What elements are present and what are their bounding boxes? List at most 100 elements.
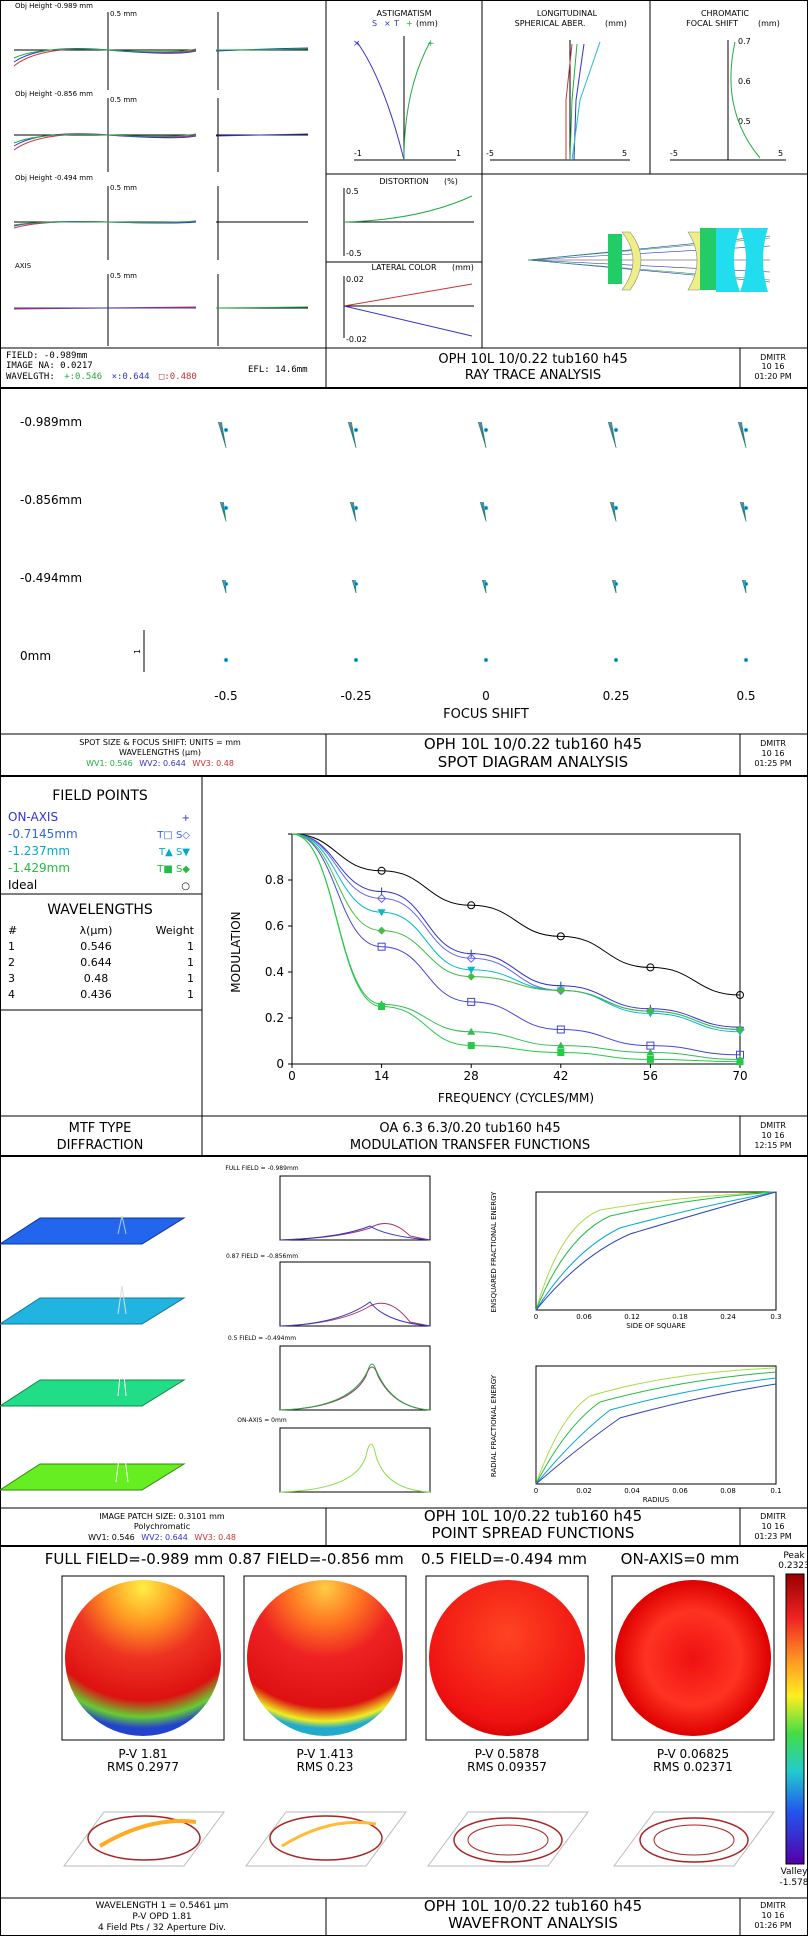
shift-1: -0.5 <box>214 689 237 703</box>
wl-row-4-weight: 1 <box>187 988 194 1001</box>
wl-col-lambda: λ(µm) <box>80 924 113 937</box>
mtf-series-line <box>292 834 744 1058</box>
wf-label-4: ON-AXIS=0 mm <box>621 1550 740 1568</box>
svg-text:+: + <box>427 39 435 49</box>
psf-title1: OPH 10L 10/0.22 tub160 h45 <box>424 1507 642 1525</box>
lsa-tick-min: -5 <box>486 149 494 158</box>
mtf-series-line <box>292 834 744 1031</box>
wf-title1: OPH 10L 10/0.22 tub160 h45 <box>424 1897 642 1915</box>
mtf-curve <box>292 834 740 1059</box>
chroma-title2: FOCAL SHIFT <box>686 19 738 28</box>
mtf-curve <box>292 834 740 1032</box>
mtf-figure: FIELD POINTS ON-AXIS + -0.7145mm T□ S◇ -… <box>0 776 808 1156</box>
psf-3d-plot-3 <box>0 1354 184 1406</box>
spot-diagram-section: -0.989mm -0.856mm -0.494mm 0mm 1 -0.5 -0… <box>0 388 808 776</box>
chroma-unit: (mm) <box>758 19 780 28</box>
lsa-title1: LONGITUDINAL <box>537 9 598 18</box>
stamp-date: 10 16 <box>762 1522 785 1531</box>
chroma-tick-min: -5 <box>670 149 678 158</box>
astigmatism-plot: ASTIGMATISM S × T + (mm) -1 1 × + <box>353 9 461 160</box>
chroma-ytick-1: 0.7 <box>738 37 751 46</box>
enc-xtick-4: 0.18 <box>672 1313 688 1321</box>
spot <box>738 422 748 448</box>
spot-wv1: WV1: 0.546 <box>86 759 133 768</box>
ensquared-energy-plot: ENSQUARED FRACTIONAL ENERGY 0 0.06 0.12 … <box>490 1191 782 1330</box>
stamp-time: 01:26 PM <box>754 1921 791 1930</box>
distortion-title: DISTORTION <box>379 177 428 186</box>
ray-trace-title1: OPH 10L 10/0.22 tub160 h45 <box>438 352 627 367</box>
psf-title2: POINT SPREAD FUNCTIONS <box>432 1524 635 1542</box>
spot <box>350 502 358 521</box>
lateral-color-plot: LATERAL COLOR (mm) 0.02 -0.02 <box>344 263 474 344</box>
wf-info3: 4 Field Pts / 32 Aperture Div. <box>98 1923 226 1933</box>
psf-cross-section-4 <box>280 1428 430 1492</box>
spot <box>744 658 748 662</box>
mtf-curve <box>292 834 740 1030</box>
wf-map-1 <box>62 1576 224 1740</box>
wf-pv-1: P-V 1.81 <box>118 1747 167 1761</box>
mtf-plot-frame <box>292 834 740 1064</box>
x-tick-label: 14 <box>374 1069 389 1083</box>
psf-cross-section-2 <box>280 1262 430 1326</box>
spot <box>222 580 228 593</box>
field-sym-4: T■ S◆ <box>156 864 190 875</box>
field-info: FIELD: -0.989mm <box>6 351 87 361</box>
distortion-unit: (%) <box>444 177 458 186</box>
x-tick-label: 70 <box>732 1069 747 1083</box>
psf-3d-plot-1 <box>0 1216 184 1244</box>
lateral-unit: (mm) <box>452 263 474 272</box>
distortion-plot: DISTORTION (%) 0.5 -0.5 <box>344 177 474 258</box>
ray-trace-title2: RAY TRACE ANALYSIS <box>465 368 601 383</box>
distortion-top: 0.5 <box>346 187 359 196</box>
rad-xtick-5: 0.08 <box>720 1487 736 1495</box>
psf-field-4: ON-AXIS = 0mm <box>237 1417 287 1424</box>
spot-scale: 1 <box>133 649 142 654</box>
svg-text:WV1: 0.546 WV2: 0.644: WV1: 0.546 WV2: 0.644 WV3: 0.48 <box>88 1533 236 1542</box>
radial-energy-plot: RADIAL FRACTIONAL ENERGY 0 0.02 0.04 0.0… <box>490 1366 782 1504</box>
enc-xtick-6: 0.3 <box>770 1313 781 1321</box>
chromatic-plot: CHROMATIC FOCAL SHIFT (mm) 0.7 0.6 0.5 -… <box>670 9 786 160</box>
mtf-title1: OA 6.3 6.3/0.20 tub160 h45 <box>379 1121 560 1136</box>
mtf-curve <box>292 834 740 1027</box>
stamp-date: 10 16 <box>762 1131 785 1140</box>
x-tick-label: 56 <box>643 1069 658 1083</box>
rad-xtick-2: 0.02 <box>576 1487 592 1495</box>
longitudinal-plot: LONGITUDINAL SPHERICAL ABER. (mm) -5 5 <box>486 9 630 160</box>
fan-scale: 0.5 mm <box>110 96 137 104</box>
psf-3d-plot-2 <box>0 1286 184 1324</box>
svg-text:×: × <box>384 19 391 28</box>
wave-1: +:0.546 <box>64 372 102 382</box>
field-item-4: -1.429mm <box>8 861 70 875</box>
wf-label-3: 0.5 FIELD=-0.494 mm <box>421 1550 587 1568</box>
stamp-time: 01:25 PM <box>754 759 791 768</box>
astig-legend-s: S <box>372 19 377 28</box>
shift-3: 0 <box>482 689 490 703</box>
enc-xtick-1: 0 <box>534 1313 538 1321</box>
psf-info2: Polychromatic <box>134 1522 190 1531</box>
wf-3d-plot-1 <box>64 1812 224 1866</box>
spot <box>348 422 358 448</box>
y-tick-label: 0.6 <box>265 919 284 933</box>
wf-title2: WAVEFRONT ANALYSIS <box>448 1914 618 1932</box>
astig-tick-max: 1 <box>456 149 461 158</box>
ray-fan-4: AXIS 0.5 mm <box>14 262 308 346</box>
mtf-xlabel: FREQUENCY (CYCLES/MM) <box>438 1091 594 1105</box>
wf-rms-4: RMS 0.02371 <box>653 1760 733 1774</box>
rad-xtick-3: 0.04 <box>624 1487 640 1495</box>
field-item-2: -0.7145mm <box>8 827 78 841</box>
field-points-header: FIELD POINTS <box>52 788 148 804</box>
rad-xtick-4: 0.06 <box>672 1487 688 1495</box>
enc-xlabel: SIDE OF SQUARE <box>626 1322 685 1330</box>
spot-title1: OPH 10L 10/0.22 tub160 h45 <box>424 735 642 753</box>
wavefront-colorbar: Peak 0.2323 Valley -1.578 <box>778 1551 808 1888</box>
x-tick-label: 0 <box>288 1069 296 1083</box>
focus-shift-label: FOCUS SHIFT <box>443 707 529 722</box>
wf-3d-plot-4 <box>614 1812 774 1866</box>
spot-row-4: 0mm <box>20 649 51 663</box>
wl-col-weight: Weight <box>156 924 195 937</box>
mtf-series-line <box>292 834 744 1034</box>
shift-2: -0.25 <box>340 689 371 703</box>
spot <box>612 580 618 593</box>
mtf-type2: DIFFRACTION <box>57 1138 144 1153</box>
fan-label: AXIS <box>15 262 32 270</box>
